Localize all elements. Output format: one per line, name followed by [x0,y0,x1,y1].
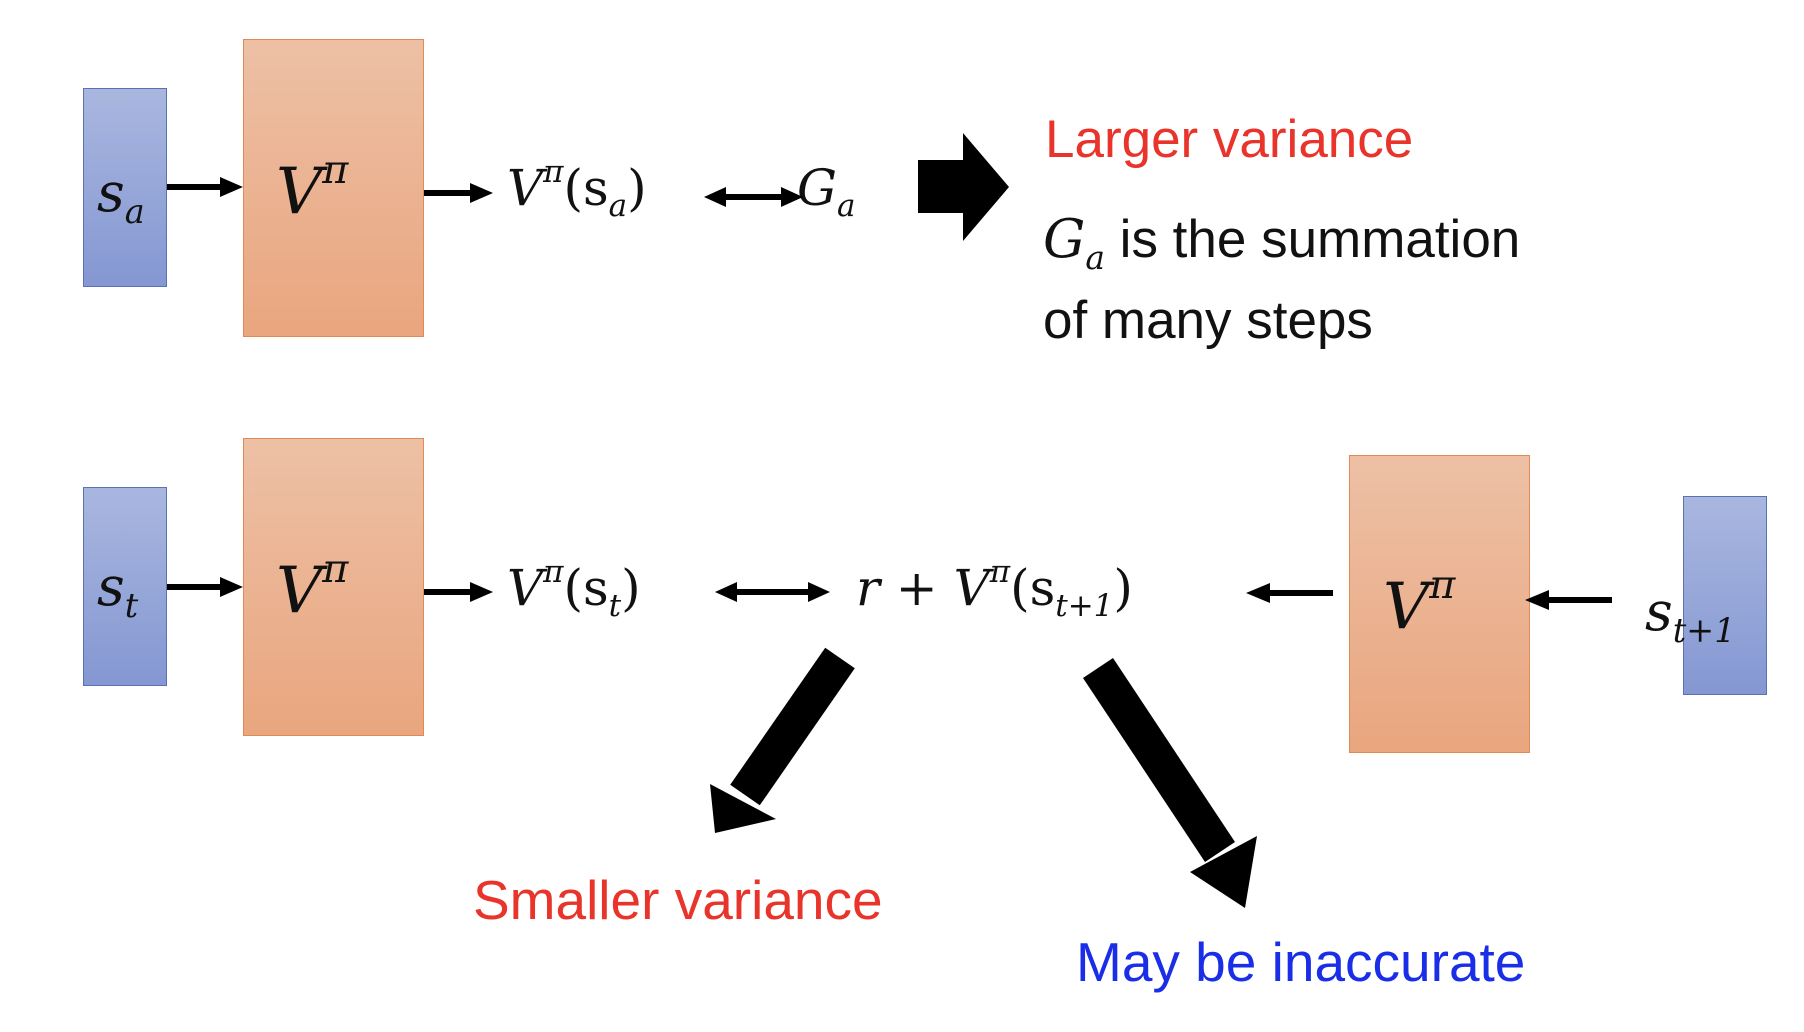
summation-note-line1: Ga is the summation [1043,209,1521,277]
state-box-sa [83,88,167,287]
value-network-box-top [243,39,424,337]
state-box-st [83,487,167,686]
value-estimate-top: Vπ(sa) [507,153,647,224]
value-estimate-bottom: Vπ(st) [507,553,641,624]
arrow-network-to-target [1246,583,1333,603]
state-label-sa: sa [97,161,145,231]
double-arrow-value-ga [704,187,803,207]
smaller-variance-label: Smaller variance [473,869,883,931]
td-target: r + Vπ(st+1) [856,553,1133,624]
return-target-ga: Ga [797,159,856,224]
larger-variance-label: Larger variance [1045,110,1414,169]
value-network-label-top: Vπ [276,147,349,229]
arrow-sa-to-network [167,177,243,197]
value-network-label-bottom-right: Vπ [1383,562,1456,644]
may-be-inaccurate-label: May be inaccurate [1076,931,1526,993]
summation-note-line2: of many steps [1043,291,1373,350]
arrow-network-to-value-bottom [424,582,493,602]
state-label-st: st [97,555,139,625]
state-box-st1 [1683,496,1767,695]
block-arrow-to-smaller-variance [710,647,855,833]
value-network-box-bottom-right [1349,455,1530,753]
arrow-st-to-network [167,577,243,597]
value-network-label-bottom-left: Vπ [276,546,349,628]
value-network-box-bottom-left [243,438,424,736]
arrow-network-to-value-top [424,183,493,203]
double-arrow-value-target [715,582,830,602]
block-arrow-to-may-be-inaccurate [1082,658,1257,908]
state-label-st1: st+1 [1645,580,1736,650]
arrow-st1-to-network [1525,590,1612,610]
summation-note-symbol: Ga [1043,209,1105,277]
block-arrow-right [918,133,1009,241]
